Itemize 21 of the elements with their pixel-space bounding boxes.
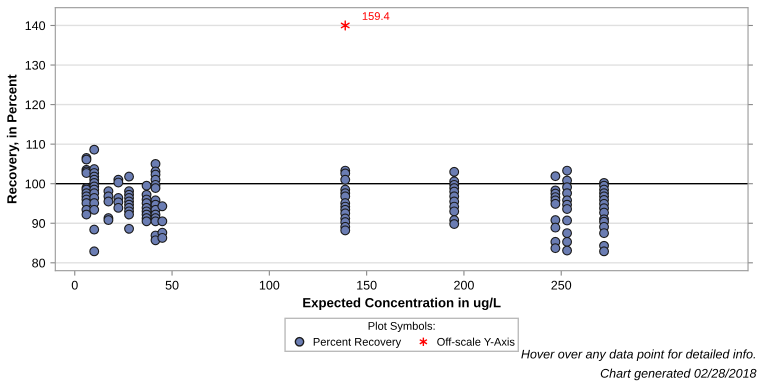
x-axis-title: Expected Concentration in ug/L — [303, 298, 501, 310]
text: Chart generated 02/28/2018 — [600, 368, 756, 380]
annotation: 159.4 — [362, 12, 390, 20]
y-axis-title: Recovery, in Percent — [6, 74, 20, 204]
y-tick-label: 130 — [26, 60, 46, 70]
y-tick-label: 120 — [26, 100, 46, 110]
x-tick-label: 100 — [260, 280, 280, 290]
y-tick-label: 140 — [26, 21, 46, 30]
x-tick-label: 150 — [357, 280, 377, 290]
text: Hover over any data point for detailed info. — [521, 349, 755, 362]
x-tick-label: 50 — [166, 280, 179, 290]
x-tick-label: 250 — [551, 280, 572, 290]
x-tick-label: 0 — [72, 280, 78, 290]
legend-label: Off-scale Y-Axis — [437, 338, 515, 346]
x-tick-label: 200 — [454, 280, 474, 290]
y-tick-label: 110 — [26, 140, 46, 149]
y-tick-label: 80 — [32, 258, 46, 268]
legend-label: Percent Recovery — [314, 338, 402, 348]
y-tick-label: 100 — [26, 180, 46, 188]
y-tick-label: 90 — [32, 219, 46, 228]
legend-title: Plot Symbols: — [368, 322, 435, 332]
